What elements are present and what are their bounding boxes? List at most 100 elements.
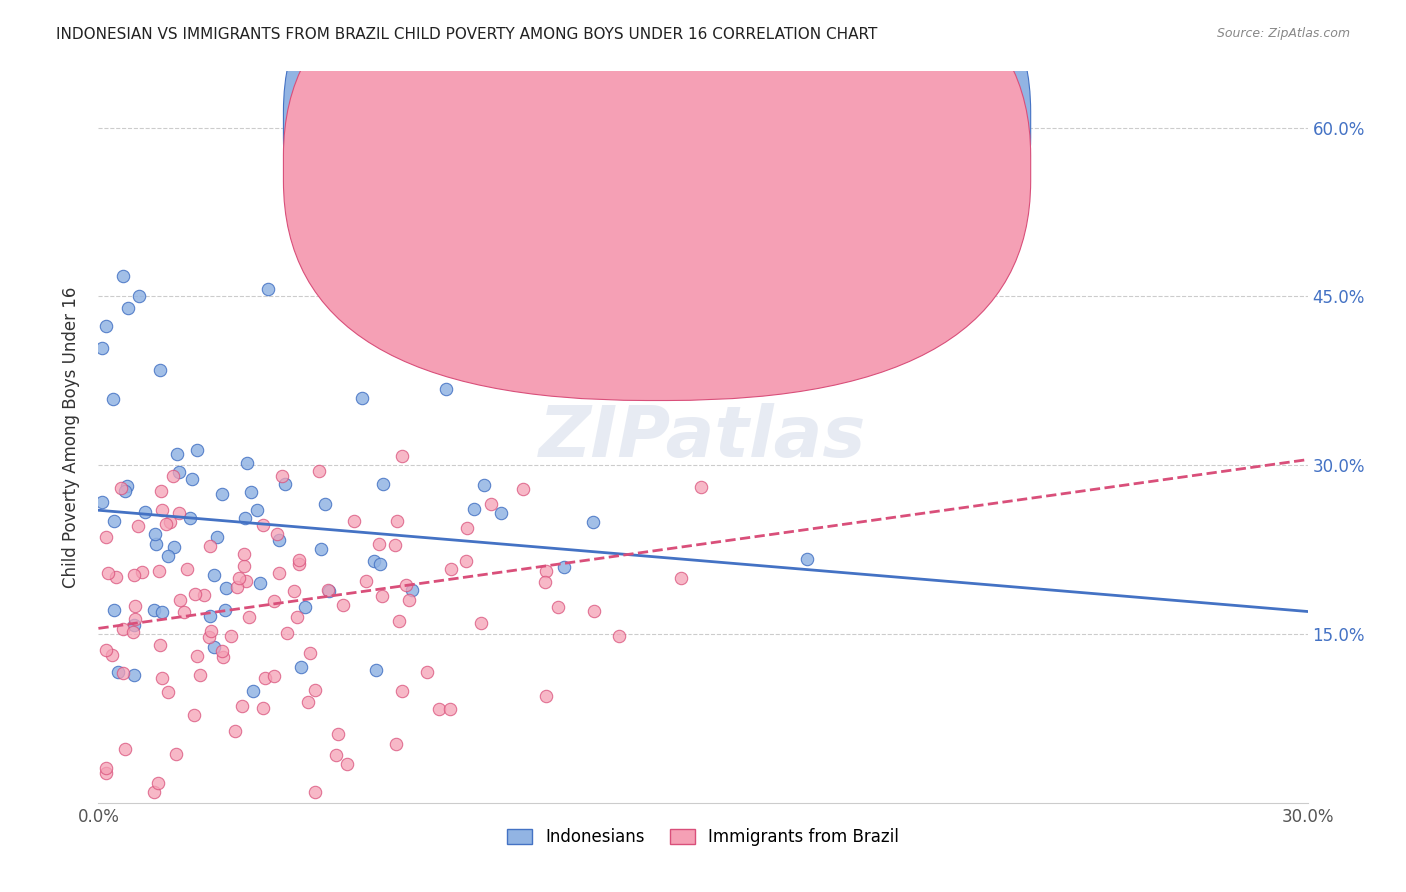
Point — [233, 547, 256, 561]
Point — [290, 660, 312, 674]
Text: N =: N = — [830, 170, 863, 186]
Point — [146, 776, 169, 790]
Point — [165, 747, 187, 761]
Point — [352, 391, 374, 405]
Point — [253, 671, 276, 685]
Text: 0.269: 0.269 — [727, 170, 776, 186]
Point — [325, 748, 347, 763]
Point — [314, 497, 336, 511]
Text: N =: N = — [830, 130, 863, 145]
Point — [156, 685, 179, 699]
Y-axis label: Child Poverty Among Boys Under 16: Child Poverty Among Boys Under 16 — [62, 286, 80, 588]
Point — [318, 584, 340, 599]
Point — [183, 587, 205, 601]
Point — [215, 582, 238, 596]
Point — [149, 363, 172, 377]
Point — [252, 517, 274, 532]
Point — [388, 615, 411, 629]
Point — [246, 503, 269, 517]
Point — [276, 625, 298, 640]
Point — [198, 630, 221, 644]
Point — [114, 484, 136, 499]
Point — [91, 341, 114, 355]
Point — [384, 538, 406, 552]
Point — [416, 665, 439, 680]
Point — [336, 756, 359, 771]
Point — [159, 515, 181, 529]
Point — [101, 648, 124, 663]
Point — [169, 593, 191, 607]
Point — [211, 644, 233, 658]
Point — [512, 482, 534, 496]
Point — [94, 530, 117, 544]
Point — [211, 487, 233, 501]
Point — [439, 702, 461, 716]
Point — [181, 472, 204, 486]
Point — [257, 282, 280, 296]
Point — [94, 643, 117, 657]
Point — [309, 541, 332, 556]
Text: 63: 63 — [884, 130, 905, 145]
Point — [103, 603, 125, 617]
Point — [395, 578, 418, 592]
Point — [534, 564, 557, 578]
Point — [167, 465, 190, 479]
Point — [188, 668, 211, 682]
Point — [242, 684, 264, 698]
Point — [671, 571, 693, 585]
Point — [150, 483, 173, 498]
Point — [456, 554, 478, 568]
Point — [391, 449, 413, 463]
Point — [162, 469, 184, 483]
Point — [479, 497, 502, 511]
Point — [304, 784, 326, 798]
Point — [547, 600, 569, 615]
Point — [145, 536, 167, 550]
Point — [607, 629, 630, 643]
Point — [167, 506, 190, 520]
Point — [200, 624, 222, 638]
Point — [387, 514, 409, 528]
Text: INDONESIAN VS IMMIGRANTS FROM BRAZIL CHILD POVERTY AMONG BOYS UNDER 16 CORRELATI: INDONESIAN VS IMMIGRANTS FROM BRAZIL CHI… — [56, 27, 877, 42]
Point — [283, 584, 305, 599]
Point — [122, 668, 145, 682]
Point — [440, 562, 463, 576]
Point — [235, 574, 257, 588]
Point — [224, 724, 246, 739]
Point — [142, 784, 165, 798]
Legend: Indonesians, Immigrants from Brazil: Indonesians, Immigrants from Brazil — [501, 822, 905, 853]
Text: -0.153: -0.153 — [727, 130, 782, 145]
Point — [202, 640, 225, 654]
Point — [143, 526, 166, 541]
Point — [110, 481, 132, 495]
Point — [107, 665, 129, 679]
Point — [212, 649, 235, 664]
Point — [204, 567, 226, 582]
Point — [183, 708, 205, 723]
Point — [193, 588, 215, 602]
Point — [117, 301, 139, 315]
Point — [357, 299, 380, 313]
Point — [134, 505, 156, 519]
Point — [398, 593, 420, 607]
Point — [288, 557, 311, 571]
Point — [263, 594, 285, 608]
Point — [163, 540, 186, 554]
Point — [271, 469, 294, 483]
Point — [152, 671, 174, 685]
FancyBboxPatch shape — [619, 104, 1029, 203]
Point — [235, 456, 257, 470]
Point — [179, 511, 201, 525]
Point — [128, 289, 150, 303]
Point — [114, 742, 136, 756]
Point — [553, 559, 575, 574]
Point — [166, 447, 188, 461]
Point — [796, 551, 818, 566]
Point — [148, 564, 170, 578]
Point — [297, 695, 319, 709]
Point — [207, 530, 229, 544]
Point — [240, 484, 263, 499]
Point — [157, 549, 180, 563]
Point — [198, 608, 221, 623]
Point — [456, 521, 478, 535]
